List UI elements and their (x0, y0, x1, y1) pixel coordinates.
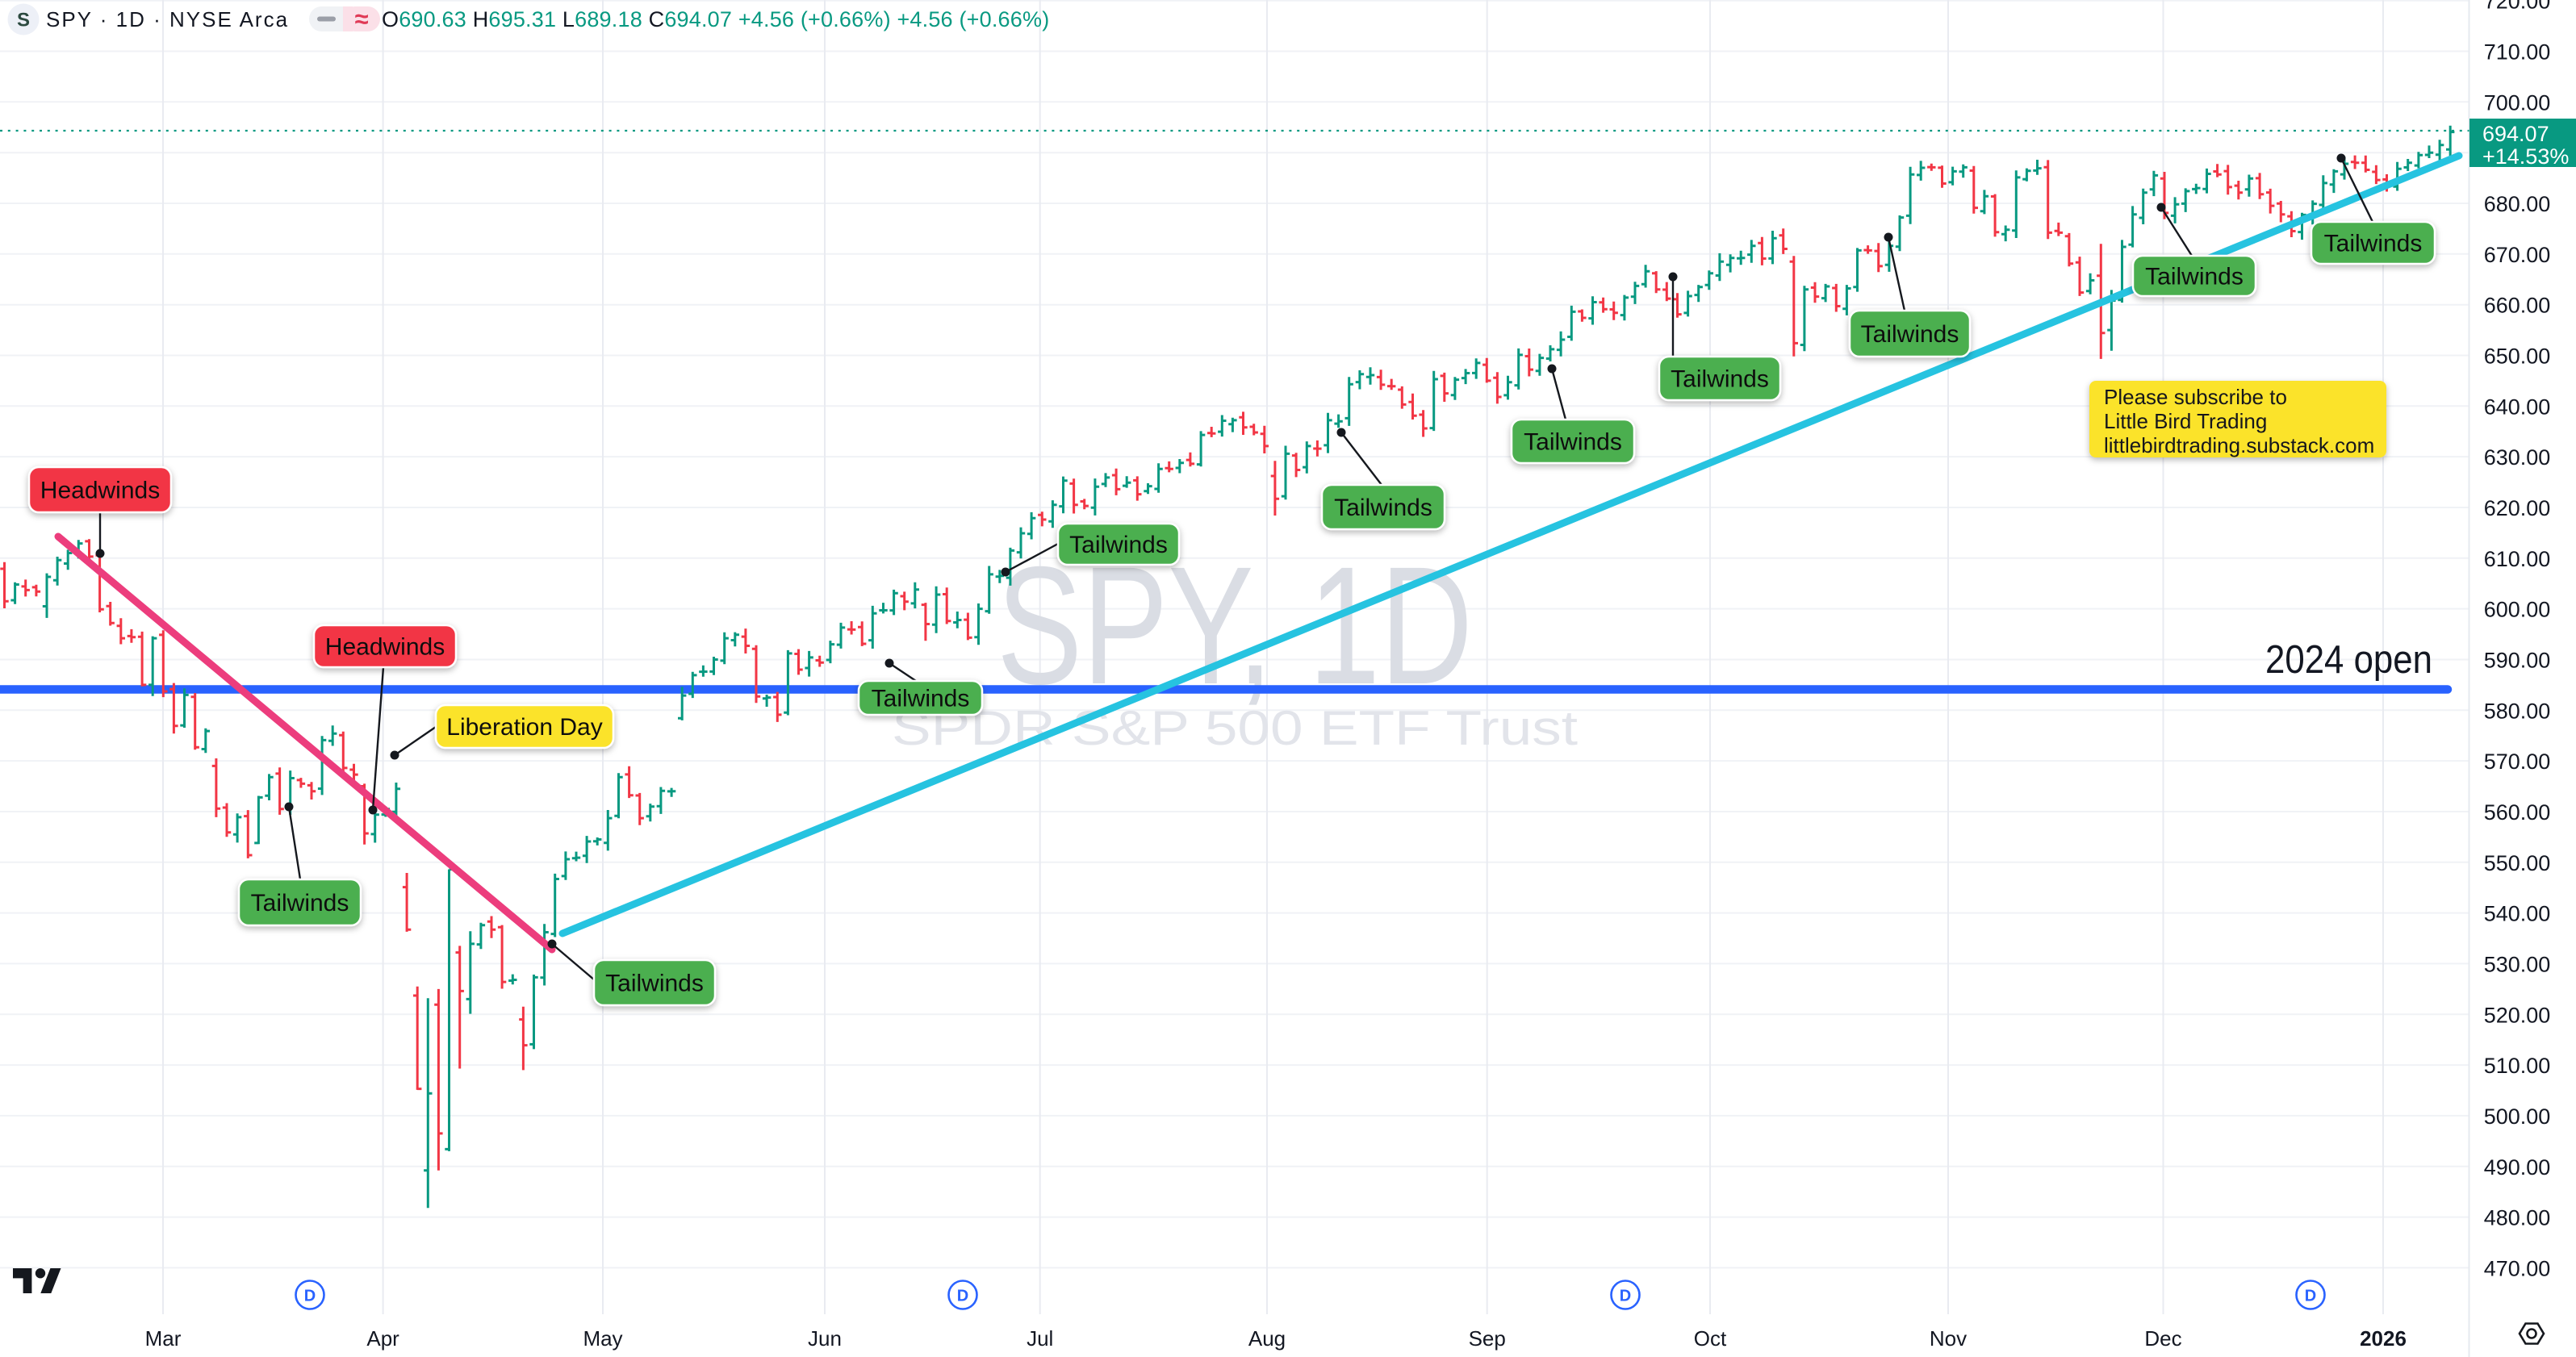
svg-text:520.00: 520.00 (2484, 1003, 2551, 1027)
svg-text:Apr: Apr (366, 1326, 399, 1351)
svg-text:2026: 2026 (2360, 1326, 2407, 1351)
svg-text:640.00: 640.00 (2484, 395, 2551, 419)
svg-text:Tailwinds: Tailwinds (872, 686, 970, 712)
svg-text:May: May (583, 1326, 622, 1351)
svg-text:590.00: 590.00 (2484, 649, 2551, 673)
svg-text:Tailwinds: Tailwinds (1524, 429, 1622, 456)
svg-text:S: S (17, 10, 30, 31)
svg-text:550.00: 550.00 (2484, 851, 2551, 875)
svg-text:Tailwinds: Tailwinds (2145, 264, 2244, 290)
svg-text:Tailwinds: Tailwinds (1861, 321, 1959, 348)
svg-text:660.00: 660.00 (2484, 294, 2551, 318)
svg-text:O690.63 H695.31 L689.18 C694.0: O690.63 H695.31 L689.18 C694.07 +4.56 (+… (382, 7, 1049, 31)
svg-text:Nov: Nov (1930, 1326, 1967, 1351)
svg-text:Jul: Jul (1027, 1326, 1053, 1351)
svg-text:530.00: 530.00 (2484, 952, 2551, 976)
svg-text:570.00: 570.00 (2484, 749, 2551, 774)
svg-text:650.00: 650.00 (2484, 344, 2551, 369)
svg-text:500.00: 500.00 (2484, 1104, 2551, 1129)
svg-text:≈: ≈ (354, 5, 368, 33)
svg-text:D: D (957, 1288, 968, 1305)
svg-text:Tailwinds: Tailwinds (605, 971, 704, 997)
svg-text:Tailwinds: Tailwinds (1334, 495, 1432, 521)
svg-text:2024 open: 2024 open (2265, 638, 2432, 682)
svg-text:560.00: 560.00 (2484, 800, 2551, 825)
svg-text:490.00: 490.00 (2484, 1155, 2551, 1180)
svg-text:SPDR S&P 500 ETF Trust: SPDR S&P 500 ETF Trust (892, 701, 1578, 755)
svg-text:Headwinds: Headwinds (40, 478, 160, 504)
svg-text:470.00: 470.00 (2484, 1256, 2551, 1280)
svg-text:Mar: Mar (145, 1326, 182, 1351)
svg-text:610.00: 610.00 (2484, 547, 2551, 571)
svg-text:600.00: 600.00 (2484, 598, 2551, 622)
svg-text:Tailwinds: Tailwinds (251, 890, 349, 916)
svg-text:D: D (304, 1288, 316, 1305)
svg-text:700.00: 700.00 (2484, 90, 2551, 115)
svg-text:710.00: 710.00 (2484, 40, 2551, 65)
svg-text:540.00: 540.00 (2484, 902, 2551, 926)
svg-text:720.00: 720.00 (2484, 0, 2551, 14)
svg-text:580.00: 580.00 (2484, 699, 2551, 723)
svg-text:480.00: 480.00 (2484, 1206, 2551, 1230)
svg-text:Tailwinds: Tailwinds (1671, 366, 1769, 393)
svg-text:Headwinds: Headwinds (325, 634, 445, 661)
svg-text:Liberation Day: Liberation Day (446, 714, 602, 741)
svg-text:D: D (1620, 1288, 1631, 1305)
svg-text:Sep: Sep (1469, 1326, 1506, 1351)
svg-text:+14.53%: +14.53% (2482, 144, 2569, 169)
svg-text:D: D (2305, 1288, 2316, 1305)
svg-text:Aug: Aug (1248, 1326, 1286, 1351)
svg-text:680.00: 680.00 (2484, 192, 2551, 216)
svg-text:Please subscribe to: Please subscribe to (2104, 385, 2287, 409)
svg-text:Little Bird Trading: Little Bird Trading (2104, 409, 2267, 433)
svg-text:Jun: Jun (808, 1326, 842, 1351)
svg-text:littlebirdtrading.substack.com: littlebirdtrading.substack.com (2104, 433, 2374, 457)
svg-text:670.00: 670.00 (2484, 243, 2551, 267)
svg-text:694.07: 694.07 (2482, 122, 2549, 146)
svg-text:SPY · 1D · NYSE Arca: SPY · 1D · NYSE Arca (46, 7, 289, 31)
svg-text:Oct: Oct (1694, 1326, 1727, 1351)
svg-text:Tailwinds: Tailwinds (2324, 231, 2423, 257)
svg-text:630.00: 630.00 (2484, 445, 2551, 470)
svg-text:620.00: 620.00 (2484, 496, 2551, 520)
svg-text:510.00: 510.00 (2484, 1054, 2551, 1078)
svg-text:Dec: Dec (2144, 1326, 2181, 1351)
svg-text:Tailwinds: Tailwinds (1069, 532, 1168, 558)
